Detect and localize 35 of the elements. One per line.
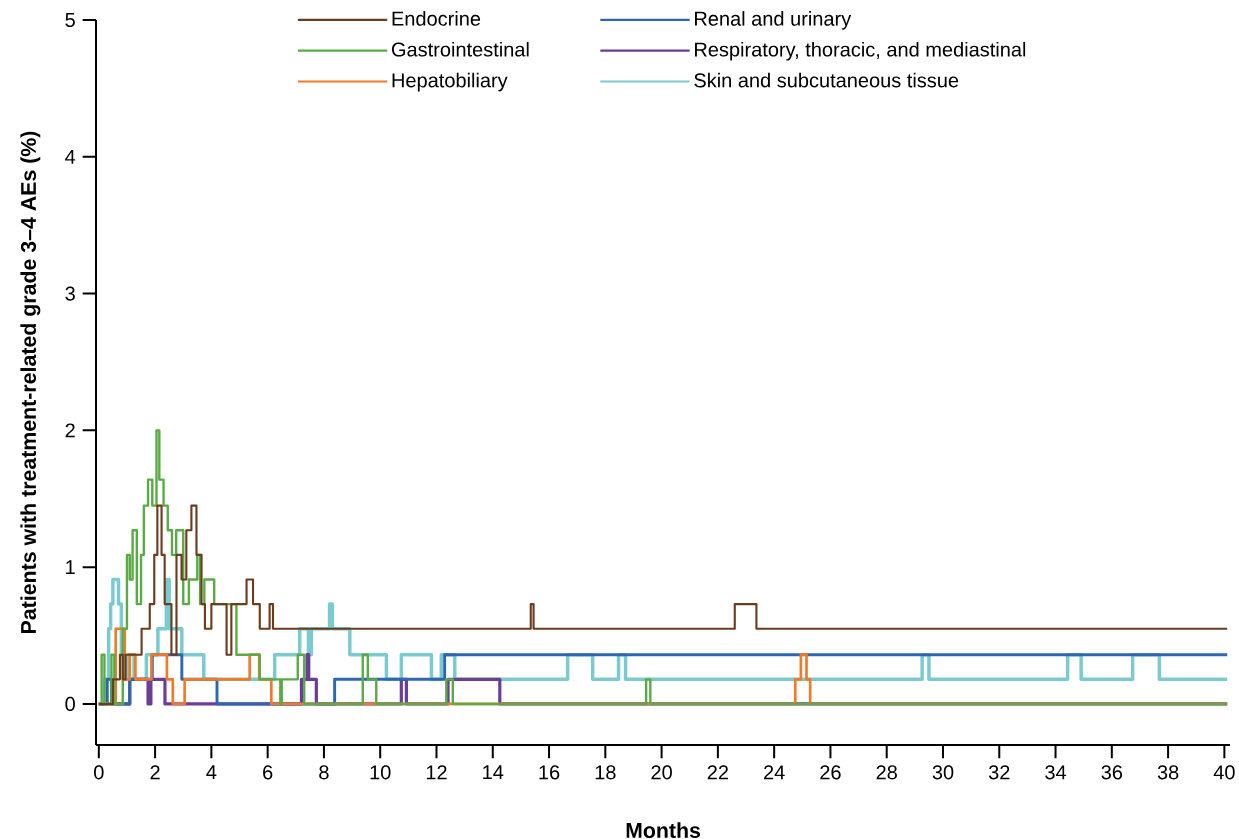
x-tick-label: 0 (94, 765, 104, 780)
x-tick-label: 32 (988, 765, 1010, 780)
y-tick-label: 2 (65, 423, 75, 438)
x-axis-title: Months (626, 822, 701, 839)
x-tick-label: 38 (1157, 765, 1179, 780)
x-tick-label: 22 (707, 765, 728, 780)
x-tick-label: 24 (764, 765, 785, 780)
x-tick-label: 10 (370, 765, 391, 780)
legend-label: Respiratory, thoracic, and mediastinal (695, 41, 1026, 61)
x-tick-label: 20 (651, 765, 672, 780)
x-tick-label: 18 (595, 765, 616, 780)
y-tick-label: 3 (65, 286, 75, 301)
x-tick-label: 40 (1213, 765, 1235, 780)
x-tick-label: 30 (932, 765, 954, 780)
x-tick-label: 12 (426, 765, 447, 780)
legend-label: Renal and urinary (695, 11, 852, 30)
x-tick-label: 26 (820, 765, 841, 780)
legend-label: Skin and subcutaneous tissue (694, 72, 959, 88)
x-tick-label: 36 (1101, 765, 1123, 780)
x-tick-label: 8 (319, 765, 329, 780)
x-tick-label: 16 (539, 765, 560, 780)
x-tick-label: 28 (876, 765, 897, 780)
y-tick-label: 1 (66, 560, 75, 575)
y-tick-label: 0 (65, 696, 75, 712)
x-tick-label: 14 (483, 765, 504, 780)
x-tick-label: 4 (206, 765, 217, 780)
y-tick-label: 4 (65, 149, 76, 164)
x-tick-label: 34 (1045, 765, 1067, 780)
y-axis-title: Patients with treatment-related grade 3–4 AEs (%) (20, 131, 41, 633)
legend-label: Hepatobiliary (392, 72, 508, 92)
legend-label: Endocrine (392, 11, 481, 26)
legend-label: Gastrointestinal (391, 41, 529, 57)
x-tick-label: 2 (150, 765, 160, 780)
x-tick-label: 6 (263, 765, 273, 780)
y-tick-label: 5 (65, 13, 75, 27)
